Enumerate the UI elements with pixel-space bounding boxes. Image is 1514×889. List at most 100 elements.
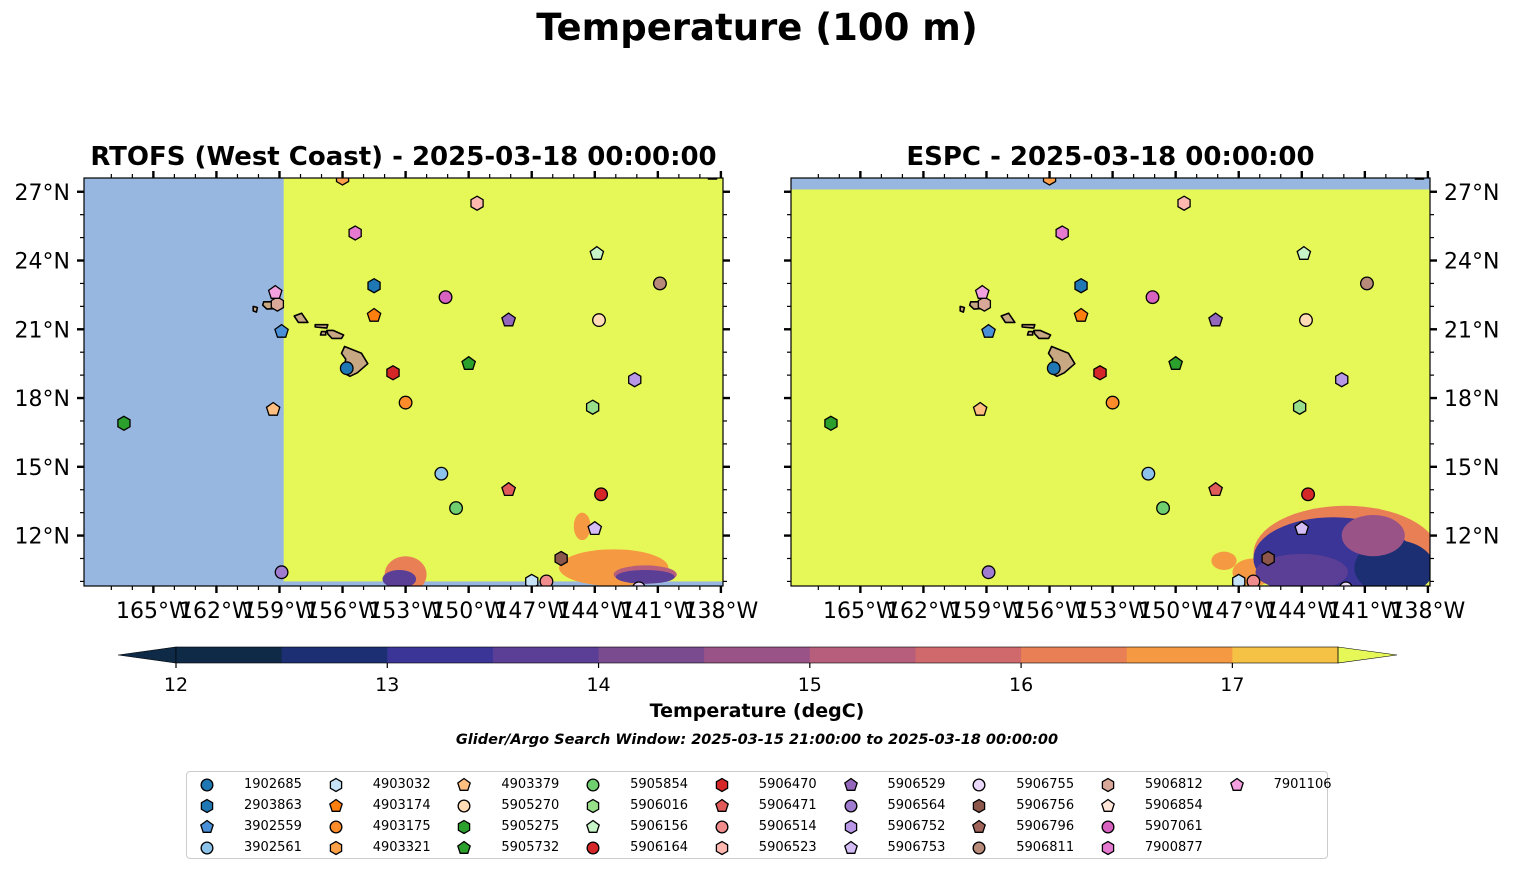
temperature-patch (382, 569, 417, 586)
circle-marker-icon (715, 820, 729, 834)
float-marker (386, 365, 400, 381)
lon-tick-label: 147°W (494, 599, 569, 624)
colorbar-segment (915, 647, 1022, 663)
legend-marker (972, 819, 987, 833)
island (959, 305, 966, 313)
figure-canvas: 165°W162°W159°W156°W153°W150°W147°W144°W… (15, 171, 1499, 696)
lon-tick-label: 144°W (1264, 599, 1339, 624)
float-marker (470, 195, 484, 211)
lon-tick-label: 159°W (949, 599, 1024, 624)
legend-marker (1101, 840, 1115, 856)
pentagon-marker-icon (1100, 798, 1115, 812)
float-marker (1141, 466, 1156, 481)
legend-label: 7900877 (1144, 840, 1203, 855)
temperature-patch (1211, 551, 1237, 570)
legend-marker (329, 777, 342, 793)
legend-marker (1101, 777, 1115, 793)
hexagon-marker-icon (458, 819, 471, 835)
legend-marker (972, 778, 986, 792)
colorbar-segment (387, 647, 494, 663)
pentagon-marker-icon (457, 777, 472, 791)
lat-tick-label: 12°N (1444, 525, 1499, 550)
hexagon-marker-icon (1101, 840, 1115, 856)
legend-label: 5906564 (887, 798, 946, 813)
legend-marker (458, 819, 471, 835)
circle-marker-icon (200, 778, 214, 792)
legend-label: 5906529 (887, 777, 946, 792)
island (1033, 329, 1052, 340)
lon-tick-label: 144°W (557, 599, 632, 624)
float-marker (449, 501, 463, 516)
legend-label: 5906164 (630, 840, 688, 855)
legend-label: 3902561 (244, 840, 302, 855)
island (293, 312, 309, 324)
colorbar-segment (704, 647, 811, 663)
float-marker (1093, 365, 1107, 381)
float-marker (1359, 276, 1374, 291)
float-marker (974, 284, 990, 299)
lat-tick-label: 21°N (15, 318, 70, 343)
map-frame (83, 177, 724, 587)
legend-label: 5906756 (1016, 798, 1075, 813)
lon-tick-label: 162°W (179, 599, 254, 624)
no-data-strip (283, 581, 723, 586)
float-marker (1232, 573, 1246, 586)
hexagon-marker-icon (329, 777, 342, 793)
island (314, 323, 329, 329)
float-marker (1177, 195, 1191, 211)
legend-marker (457, 777, 472, 791)
float-marker (265, 401, 281, 416)
lon-tick-label: 141°W (620, 599, 695, 624)
hexagon-marker-icon (200, 798, 214, 814)
colorbar-segment (598, 647, 705, 663)
legend-label: 4903321 (372, 840, 431, 855)
float-marker (1208, 312, 1224, 327)
legend-label: 5905275 (501, 819, 560, 834)
float-marker (1335, 371, 1349, 388)
legend-marker (843, 840, 858, 854)
circle-marker-icon (457, 799, 471, 813)
colorbar-segment (1126, 647, 1233, 663)
legend-marker (329, 820, 343, 834)
lon-tick-label: 165°W (823, 599, 898, 624)
map-panel-espc (791, 178, 1430, 586)
float-marker (1145, 290, 1160, 305)
panel-title-espc: ESPC - 2025-03-18 00:00:00 (906, 142, 1315, 172)
float-marker (1074, 277, 1088, 294)
circle-marker-icon (586, 778, 600, 792)
lat-tick-label: 27°N (1444, 181, 1499, 206)
lon-tick-label: 162°W (886, 599, 961, 624)
colorbar-extend-max (1337, 646, 1398, 664)
lon-tick-label: 153°W (1075, 599, 1150, 624)
float-marker (270, 296, 285, 312)
float-marker (1046, 361, 1061, 376)
lat-tick-label: 18°N (15, 387, 70, 412)
lon-tick-label: 150°W (431, 599, 506, 624)
float-marker (1246, 574, 1261, 586)
legend-marker (328, 798, 343, 812)
legend-label: 5906156 (630, 819, 688, 834)
float-marker (274, 323, 289, 338)
legend-label: 5905270 (501, 798, 560, 813)
lon-tick-label: 159°W (242, 599, 317, 624)
float-marker (1105, 395, 1120, 410)
lon-tick-label: 138°W (1391, 599, 1466, 624)
lat-tick-label: 21°N (1444, 318, 1499, 343)
float-marker (274, 565, 289, 580)
float-marker (267, 284, 283, 299)
float-marker (981, 565, 996, 580)
float-marker (525, 573, 539, 586)
legend-marker (972, 841, 986, 855)
legend-marker (457, 840, 472, 854)
legend-marker (586, 778, 600, 792)
legend-label: 4903379 (501, 777, 560, 792)
temperature-patch (1341, 514, 1405, 557)
float-marker (585, 399, 600, 415)
temperature-patch (1255, 553, 1349, 586)
lat-tick-label: 18°N (1444, 387, 1499, 412)
hexagon-marker-icon (715, 840, 729, 856)
lat-tick-label: 15°N (15, 456, 70, 481)
float-marker (824, 415, 838, 432)
legend-marker (714, 798, 729, 812)
legend-marker (1229, 777, 1244, 791)
